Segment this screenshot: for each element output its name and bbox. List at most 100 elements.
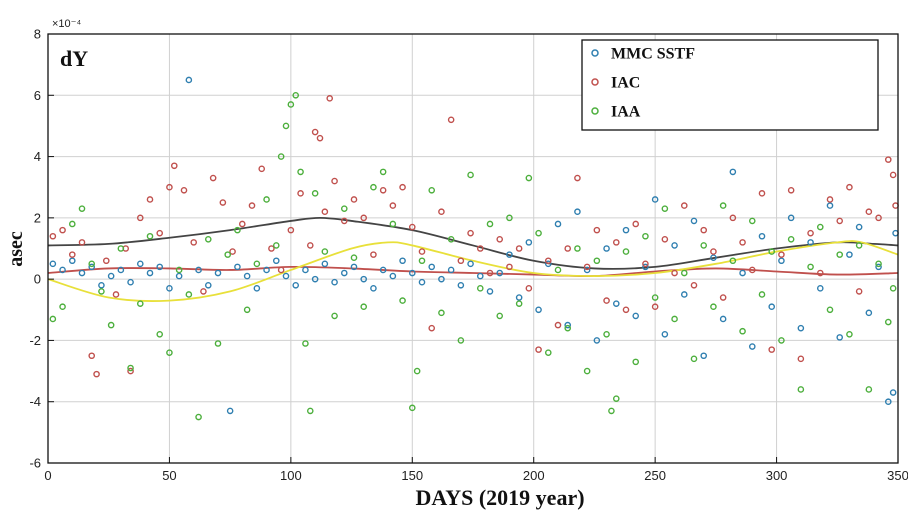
data-point [583,263,591,271]
data-point [170,162,178,170]
data-point [642,232,649,240]
y-tick-label: -2 [29,333,41,348]
data-point [399,183,406,191]
data-point [535,346,542,353]
data-point [778,257,785,265]
y-tick-label: 4 [34,149,41,164]
data-point [787,186,795,194]
data-point [739,269,746,277]
data-point [263,196,270,203]
data-point [544,260,552,268]
data-point [797,324,805,332]
data-point [316,134,324,142]
data-point [447,266,455,274]
data-point [195,413,202,421]
data-point [350,196,358,203]
data-point [408,404,416,412]
data-point [603,245,610,252]
data-point [719,315,727,323]
data-point [865,386,873,393]
data-point [583,266,591,274]
data-point [209,174,217,182]
data-point [564,321,572,329]
data-point [321,208,329,216]
data-point [370,285,377,292]
data-point [243,306,251,314]
data-point [302,266,309,274]
legend-label: MMC SSTF [611,46,695,63]
data-point [68,251,76,258]
data-point [360,214,368,222]
data-point [331,177,338,185]
data-point [515,294,523,301]
data-point [399,257,406,265]
data-point [807,239,814,246]
data-point [506,251,513,258]
y-tick-label: 8 [34,27,41,42]
data-point [185,291,193,298]
data-point [651,294,659,301]
data-point [379,266,387,274]
data-point [389,220,397,228]
data-point [59,266,66,274]
data-point [739,327,746,335]
data-point [311,190,319,197]
data-point [535,306,542,314]
x-tick-label: 200 [523,468,545,483]
y-tick-label: -6 [29,456,41,471]
data-point [175,266,183,274]
legend-marker [591,78,599,86]
data-point [88,263,96,271]
data-point [525,285,533,292]
data-point [710,248,717,255]
data-point [612,239,620,246]
data-point [78,239,86,246]
data-point [224,251,232,258]
data-point [229,248,236,255]
data-point [156,330,164,338]
data-point [758,190,766,197]
data-point [253,260,261,268]
legend-label: IAA [611,104,641,121]
x-axis-label: DAYS (2019 year) [415,485,584,510]
data-point [807,263,814,271]
data-point [632,312,640,320]
data-point [146,196,154,203]
data-point [277,153,285,160]
data-point [593,337,601,344]
data-point [418,278,426,286]
data-point [496,312,504,320]
x-tick-label: 250 [644,468,666,483]
data-point [263,266,270,274]
data-point [408,269,416,277]
data-point [166,285,173,292]
data-point [204,236,212,243]
data-point [729,214,737,222]
data-point [554,220,562,228]
data-point [302,340,309,347]
data-point [889,285,897,292]
data-point [787,236,795,243]
data-point [622,226,630,234]
data-point [710,254,717,261]
data-point [797,355,805,363]
data-point [389,272,397,280]
data-point [311,275,319,283]
legend-marker [591,107,599,115]
data-point [608,407,615,415]
data-point [428,186,436,194]
data-point [622,248,630,255]
data-point [190,239,198,246]
data-point [282,272,290,280]
axis-ticks: 0 50 100 150 200 250 300 350 -6 -4 -2 0 2 4 6 8 [29,27,908,484]
data-point [642,260,649,268]
data-point [496,269,504,277]
data-point [671,269,678,277]
data-point [797,386,805,393]
data-point [632,358,640,366]
y-tick-label: 0 [34,272,41,287]
data-point [413,367,421,375]
data-point [700,352,708,360]
y-axis-label: asec [5,231,27,267]
data-point [457,337,465,344]
